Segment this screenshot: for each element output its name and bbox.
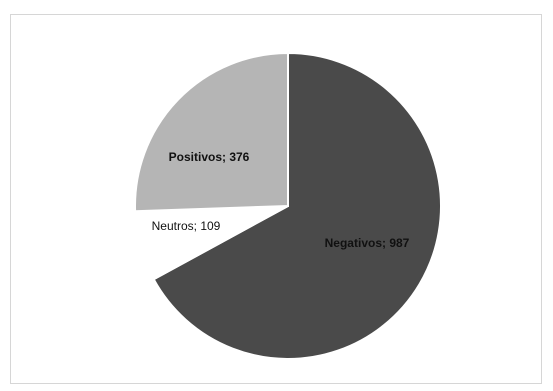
pie-labels: Negativos; 987 Neutros; 109 Positivos; 3…: [152, 150, 410, 250]
slice-positivos: [134, 51, 289, 213]
label-negativos: Negativos; 987: [325, 236, 410, 250]
pie-slices: [134, 51, 442, 360]
label-positivos: Positivos; 376: [169, 150, 250, 164]
label-neutros: Neutros; 109: [152, 219, 221, 233]
slice-negativos: [152, 51, 442, 360]
